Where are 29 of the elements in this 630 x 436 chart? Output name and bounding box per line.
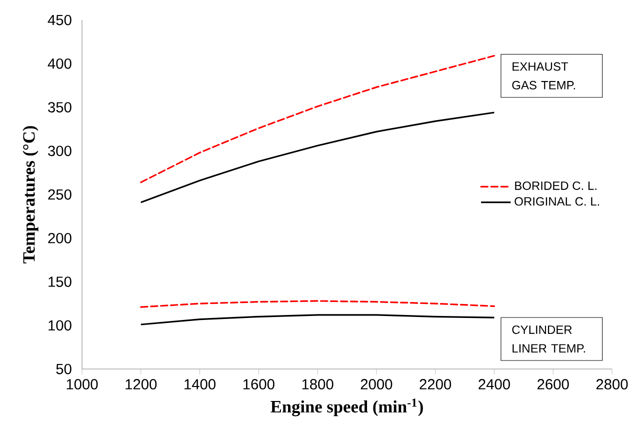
line-series [140,54,496,184]
y-tick-label: 300 [48,146,72,156]
y-tick-label: 350 [48,102,72,112]
y-tick-label: 450 [48,14,72,26]
legend-label: BORIDED C. L. [515,181,596,190]
x-tick-label: 2600 [538,379,569,390]
x-tick-label: 2800 [596,379,628,390]
y-tick-label: 150 [48,276,72,287]
y-tick-label: 400 [48,58,72,69]
annotation: EXHAUST GAS TEMP. [512,62,576,90]
y-axis-title: Temperatures (°C) [22,126,38,264]
y-tick-label: 100 [48,320,72,331]
x-tick-label: 2000 [360,379,392,390]
line-series [140,112,496,204]
y-tick-label: 200 [48,232,72,244]
line-series [140,314,496,326]
y-tick-label: 50 [56,364,72,374]
x-tick-label: 1400 [184,379,216,390]
annotation: CYLINDER LINER TEMP. [512,325,586,353]
x-axis-title: Engine speed (min$^{-1}$) [270,398,423,416]
line-series [140,300,496,308]
y-tick-label: 250 [48,189,72,200]
x-tick-label: 1600 [243,379,274,390]
legend-label: ORIGINAL C. L. [514,197,600,206]
x-tick-label: 2200 [420,379,452,390]
x-tick-label: 2400 [478,379,510,390]
x-tick-label: 1200 [126,379,157,390]
x-tick-label: 1000 [66,379,98,390]
x-tick-label: 1800 [302,379,334,390]
